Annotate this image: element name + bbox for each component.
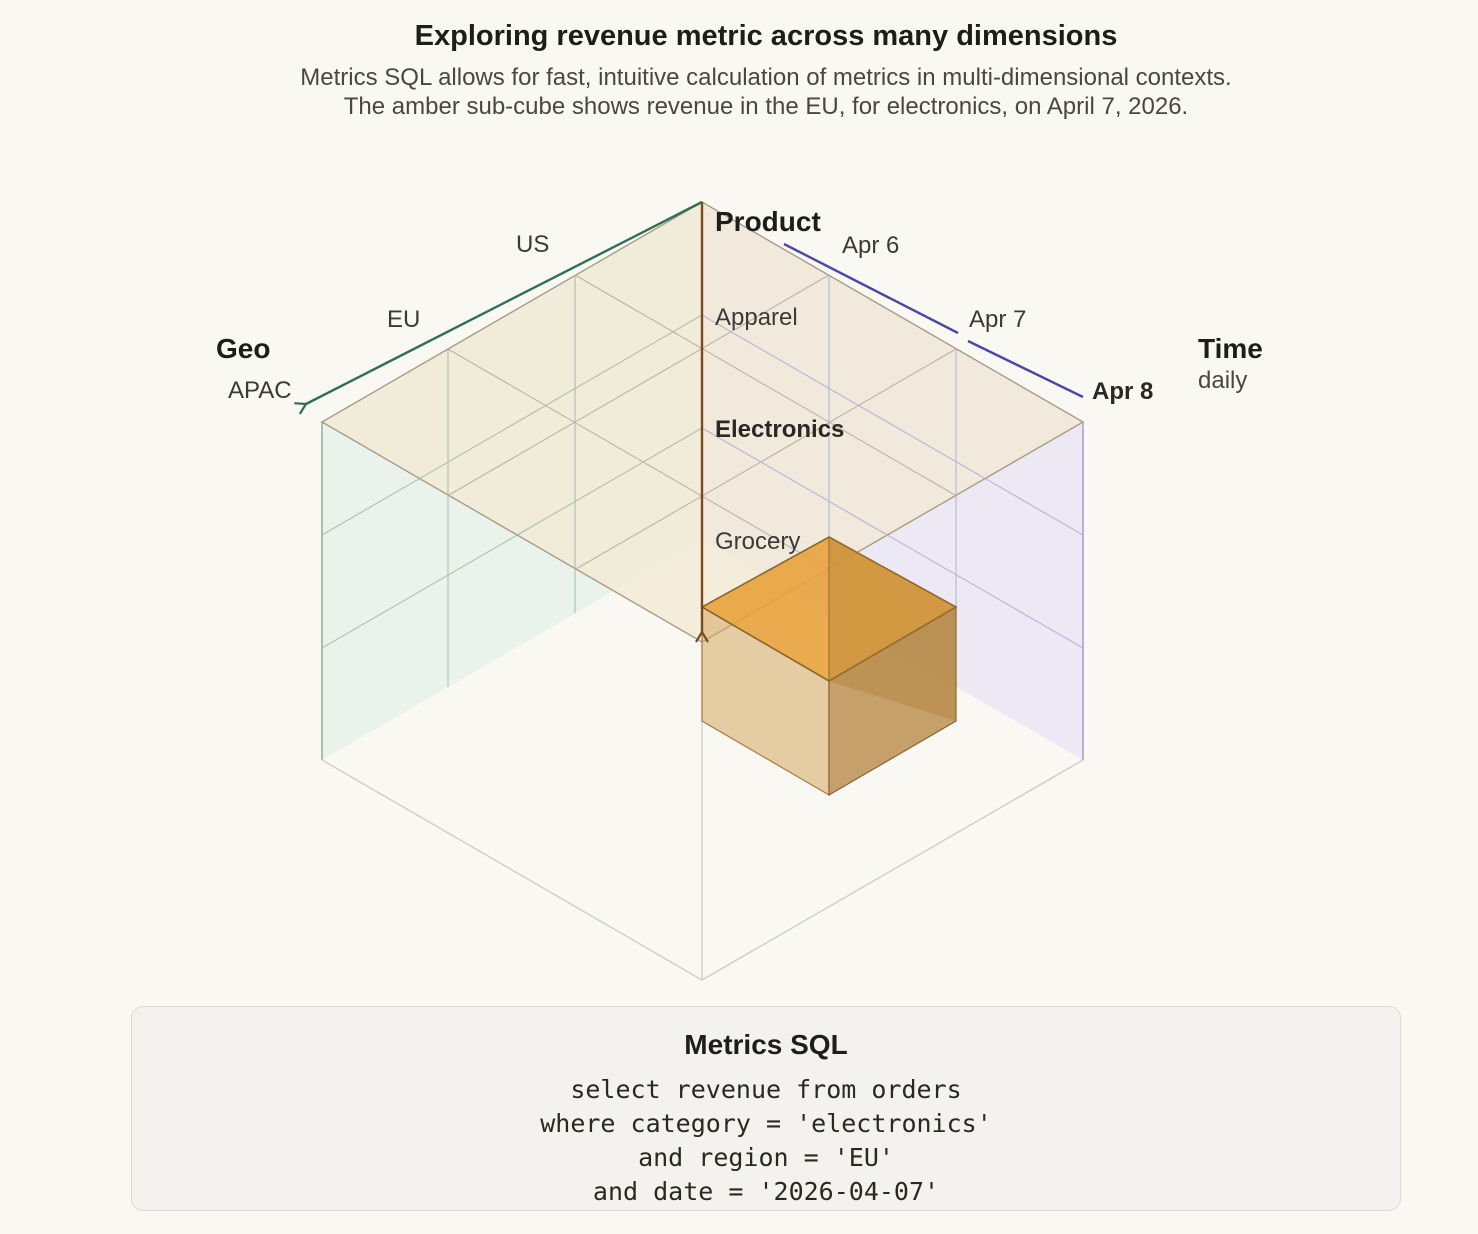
geo-tick-us: US [516,231,549,258]
diagram-subtitle-line-1: Metrics SQL allows for fast, intuitive c… [300,64,1232,91]
time-axis-title: Time [1198,333,1263,364]
sql-code-block: select revenue from orders where categor… [132,1073,1400,1209]
sql-line-3: and region = 'EU' [638,1143,894,1172]
highlight-subcube [700,536,958,797]
sql-line-2: where category = 'electronics' [540,1109,992,1138]
diagram-subtitle-line-2: The amber sub-cube shows revenue in the … [343,93,1189,120]
sql-line-4: and date = '2026-04-07' [592,1177,940,1206]
product-axis-title: Product [715,206,821,237]
product-tick-apparel: Apparel [715,304,798,331]
geo-tick-eu: EU [387,306,420,333]
metrics-sql-panel: Metrics SQL select revenue from orders w… [131,1006,1401,1211]
geo-face-grid [321,275,703,687]
sql-panel-title: Metrics SQL [684,1029,848,1060]
time-tick-apr6: Apr 6 [842,232,899,259]
time-axis-subtitle: daily [1198,367,1247,394]
time-axis-line [783,242,1084,399]
diagram-title: Exploring revenue metric across many dim… [414,20,1118,52]
time-tick-apr8: Apr 8 [1092,378,1153,405]
product-tick-electronics: Electronics [715,416,844,443]
geo-axis-title: Geo [216,333,270,364]
top-face-grid [447,274,957,570]
geo-axis-arrow [306,200,703,404]
time-tick-apr7: Apr 7 [969,306,1026,333]
product-tick-grocery: Grocery [715,528,800,555]
geo-tick-apac: APAC [228,377,292,404]
sql-line-1: select revenue from orders [570,1075,962,1104]
cube-diagram: Geo US EU APAC Product Apparel Electroni… [216,200,1263,981]
